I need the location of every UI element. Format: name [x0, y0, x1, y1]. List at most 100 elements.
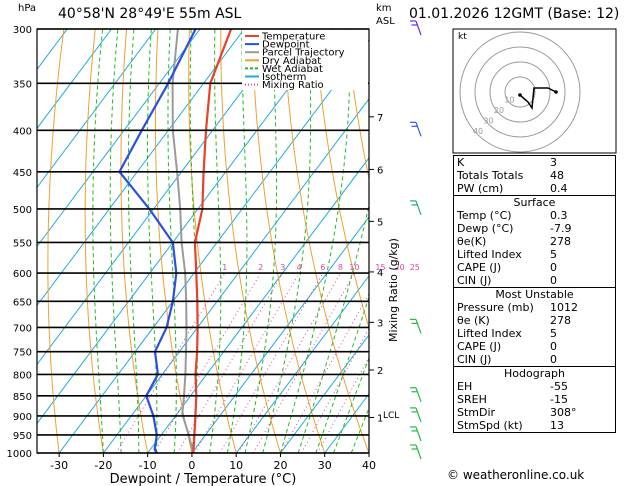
index-value: 3	[550, 156, 557, 169]
legend-label: Isotherm	[262, 72, 306, 83]
pressure-tick-label: 550	[13, 238, 32, 249]
wet-adiabat-line	[244, 29, 278, 453]
hodograph-ring	[504, 76, 536, 108]
surface-value: 278	[550, 235, 571, 248]
index-value: 0.4	[550, 182, 568, 195]
mu-value: 1012	[550, 301, 578, 314]
surface-value: 0	[550, 274, 557, 287]
pressure-tick-label: 1000	[7, 449, 32, 460]
isotherm-line	[103, 98, 369, 453]
mixing-ratio-label: 2	[258, 263, 263, 272]
temp-tick-label: -30	[50, 459, 68, 472]
mixing-ratio-axis-label: Mixing Ratio (g/kg)	[387, 238, 400, 342]
hodograph-table: Hodograph EH -55 SREH -15 StmDir 308° StmSp…	[454, 366, 615, 432]
pressure-tick-label: 350	[13, 79, 32, 90]
mixing-ratio-line	[153, 272, 262, 453]
wet-adiabat-line	[147, 29, 158, 453]
temp-tick-label: 0	[188, 459, 195, 472]
copyright-text: © weatheronline.co.uk	[447, 468, 585, 482]
pressure-tick-label: 850	[13, 392, 32, 403]
datetime-title: 01.01.2026 12GMT (Base: 12)	[409, 6, 620, 22]
hodo-label: StmSpd (kt)	[457, 419, 523, 432]
hodo-value: -15	[550, 393, 568, 406]
wind-barb	[415, 122, 422, 137]
hodograph-trace	[519, 87, 557, 111]
wet-adiabat-line	[127, 29, 140, 453]
index-label: Totals Totals	[457, 169, 524, 182]
mu-label: Lifted Index	[457, 327, 522, 340]
hodo-value: -55	[550, 380, 568, 393]
temp-tick-label: 40	[362, 459, 376, 472]
temp-tick-label: 20	[273, 459, 287, 472]
most-unstable-title: Most Unstable	[495, 288, 574, 301]
pressure-tick-label: 650	[13, 297, 32, 308]
km-tick-label: 6	[377, 165, 383, 176]
surface-label: CAPE (J)	[457, 261, 502, 274]
isotherm-line	[280, 334, 369, 453]
hodograph-ring-label: 20	[494, 106, 504, 115]
index-label: K	[457, 156, 465, 169]
surface-label: Temp (°C)	[457, 209, 512, 222]
temp-tick-label: 10	[229, 459, 243, 472]
isotherm-line	[37, 29, 157, 189]
pressure-tick-label: 500	[13, 205, 32, 216]
isotherm-line	[37, 29, 112, 130]
wind-barb	[415, 426, 422, 442]
location-title: 40°58'N 28°49'E 55m ASL	[58, 6, 242, 22]
dry-adiabat-line	[283, 29, 369, 453]
hodo-value: 308°	[550, 406, 577, 419]
km-tick-label: 3	[377, 318, 383, 329]
hodo-value: 13	[550, 419, 564, 432]
hodo-row: SREH -15	[454, 393, 615, 406]
wind-barb	[415, 407, 422, 423]
wet-adiabat-line	[167, 29, 177, 453]
pressure-tick-label: 400	[13, 126, 32, 137]
mixing-ratio-label: 8	[338, 263, 343, 272]
surface-title: Surface	[513, 196, 556, 209]
hodo-label: EH	[457, 380, 473, 393]
surface-label: Dewp (°C)	[457, 222, 514, 235]
mixing-ratio-line	[219, 272, 324, 453]
mixing-ratio-label: 1	[222, 263, 227, 272]
mu-value: 5	[550, 327, 557, 340]
km-tick-label: 4	[377, 268, 383, 279]
km-tick-label: 7	[377, 113, 383, 124]
mixing-ratio-line	[238, 272, 341, 453]
hodograph-point	[518, 93, 522, 97]
surface-row: CAPE (J) 0	[454, 261, 615, 274]
legend-label: Mixing Ratio	[262, 80, 324, 91]
mu-row: Lifted Index 5	[454, 327, 615, 340]
legend-label: Wet Adiabat	[262, 64, 323, 75]
mixing-ratio-line	[317, 356, 369, 453]
mu-label: CIN (J)	[457, 353, 492, 366]
dry-adiabat-line	[345, 29, 369, 181]
mixing-ratio-label: 3	[280, 263, 285, 272]
surface-value: 0.3	[550, 209, 568, 222]
hodograph-ring-label: 30	[483, 117, 493, 126]
isotherm-line	[58, 39, 369, 453]
wet-adiabat-line	[297, 203, 369, 453]
surface-label: CIN (J)	[457, 274, 492, 287]
dry-adiabat-line	[120, 29, 149, 453]
pressure-tick-label: 300	[13, 25, 32, 36]
mixing-ratio-label: 25	[410, 263, 420, 272]
mixing-ratio-line	[194, 272, 300, 453]
surface-row: Temp (°C) 0.3	[454, 209, 615, 222]
dry-adiabat-line	[47, 29, 65, 453]
pressure-tick-label: 800	[13, 370, 32, 381]
mu-label: Pressure (mb)	[457, 301, 534, 314]
index-value: 48	[550, 169, 564, 182]
km-tick-label: 5	[377, 217, 383, 228]
pressure-tick-label: 950	[13, 431, 32, 442]
mixing-ratio-line	[176, 272, 284, 453]
pressure-tick-label: 600	[13, 269, 32, 280]
temp-tick-label: 30	[318, 459, 332, 472]
wet-adiabat-line	[226, 29, 248, 453]
mixing-ratio-label: 4	[297, 263, 302, 272]
legend-label: Temperature	[261, 32, 325, 43]
wet-adiabat-line	[209, 29, 222, 453]
legend-label: Dewpoint	[262, 40, 310, 51]
